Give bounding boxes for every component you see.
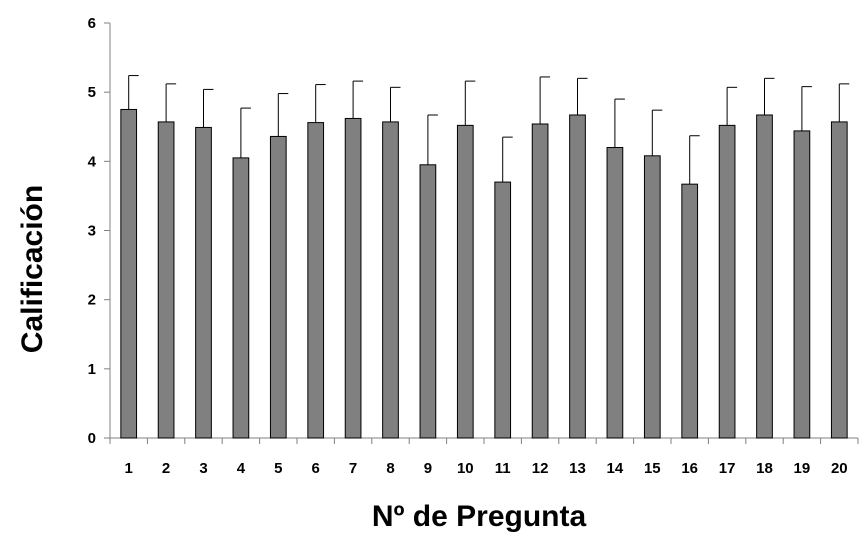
bar xyxy=(195,126,212,439)
x-tick-label: 7 xyxy=(349,460,357,477)
bar xyxy=(157,121,175,439)
x-tick-label: 4 xyxy=(237,460,246,477)
y-tick-labels: 0 1 2 3 4 5 6 xyxy=(88,15,97,447)
x-tick-label: 17 xyxy=(719,460,736,477)
bar-group xyxy=(120,108,848,439)
x-tick-label: 13 xyxy=(569,460,586,477)
y-tick-label: 3 xyxy=(88,223,96,240)
bar xyxy=(344,117,362,439)
bar xyxy=(531,123,549,439)
x-tick-label: 6 xyxy=(312,460,320,477)
error-bar-group xyxy=(128,75,850,185)
bar xyxy=(307,122,325,439)
x-tick-label: 8 xyxy=(386,460,394,477)
x-tick-label: 15 xyxy=(644,460,661,477)
bar xyxy=(830,121,848,439)
x-tick-labels: 1 2 3 4 5 6 7 8 9 10 11 12 13 14 15 16 17 18 19 20 xyxy=(125,460,848,477)
bar xyxy=(569,114,586,439)
y-tick-label: 2 xyxy=(88,292,96,309)
y-tick-label: 0 xyxy=(88,430,96,447)
x-tick-label: 2 xyxy=(162,460,170,477)
x-tick-label: 12 xyxy=(532,460,549,477)
x-tick-label: 3 xyxy=(199,460,207,477)
x-tick-label: 11 xyxy=(495,460,511,477)
x-tick-label: 18 xyxy=(756,460,773,477)
bar xyxy=(718,124,736,439)
x-tick-label: 5 xyxy=(274,460,282,477)
y-axis-title: Calificación xyxy=(16,185,49,353)
y-tick-label: 6 xyxy=(88,15,96,32)
bar xyxy=(269,135,287,439)
bar xyxy=(456,124,474,439)
x-tick-label: 16 xyxy=(681,460,698,477)
bar xyxy=(382,121,399,439)
bar xyxy=(756,114,773,439)
y-tick-label: 1 xyxy=(88,361,96,378)
bar xyxy=(606,147,624,439)
x-tick-label: 9 xyxy=(424,460,432,477)
bar xyxy=(419,164,437,439)
chart-axes xyxy=(104,22,859,444)
bar xyxy=(232,157,250,439)
x-axis-title: Nº de Pregunta xyxy=(372,500,587,533)
bar xyxy=(643,155,661,439)
x-tick-label: 19 xyxy=(794,460,811,477)
bar xyxy=(793,130,811,439)
x-tick-label: 1 xyxy=(125,460,133,477)
x-tick-label: 20 xyxy=(831,460,848,477)
bar xyxy=(681,183,699,439)
y-tick-label: 4 xyxy=(88,153,97,170)
x-tick-label: 14 xyxy=(607,460,624,477)
y-tick-label: 5 xyxy=(88,84,96,101)
bar xyxy=(120,108,138,439)
x-tick-label: 10 xyxy=(457,460,474,477)
bar xyxy=(494,181,512,439)
